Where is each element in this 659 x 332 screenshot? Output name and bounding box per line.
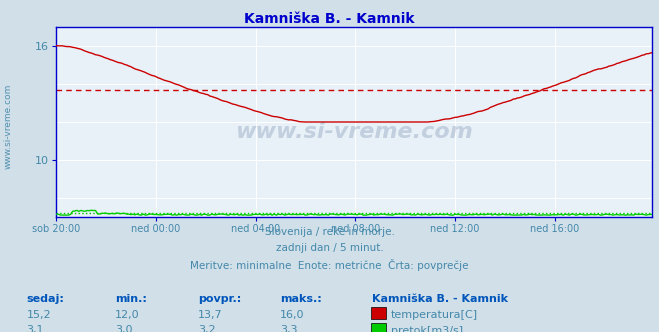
Text: 13,7: 13,7	[198, 310, 222, 320]
Text: temperatura[C]: temperatura[C]	[391, 310, 478, 320]
Text: 3,1: 3,1	[26, 325, 44, 332]
Text: Kamniška B. - Kamnik: Kamniška B. - Kamnik	[244, 12, 415, 26]
Text: Meritve: minimalne  Enote: metrične  Črta: povprečje: Meritve: minimalne Enote: metrične Črta:…	[190, 259, 469, 271]
Text: Kamniška B. - Kamnik: Kamniška B. - Kamnik	[372, 294, 508, 304]
Text: zadnji dan / 5 minut.: zadnji dan / 5 minut.	[275, 243, 384, 253]
Text: 3,3: 3,3	[280, 325, 298, 332]
Text: Slovenija / reke in morje.: Slovenija / reke in morje.	[264, 227, 395, 237]
Text: 3,2: 3,2	[198, 325, 215, 332]
Text: 3,0: 3,0	[115, 325, 133, 332]
Text: 15,2: 15,2	[26, 310, 51, 320]
Text: maks.:: maks.:	[280, 294, 322, 304]
Text: www.si-vreme.com: www.si-vreme.com	[3, 83, 13, 169]
Text: povpr.:: povpr.:	[198, 294, 241, 304]
Text: 12,0: 12,0	[115, 310, 140, 320]
Text: 16,0: 16,0	[280, 310, 304, 320]
Text: pretok[m3/s]: pretok[m3/s]	[391, 326, 463, 332]
Text: min.:: min.:	[115, 294, 147, 304]
Text: www.si-vreme.com: www.si-vreme.com	[235, 122, 473, 141]
Text: sedaj:: sedaj:	[26, 294, 64, 304]
